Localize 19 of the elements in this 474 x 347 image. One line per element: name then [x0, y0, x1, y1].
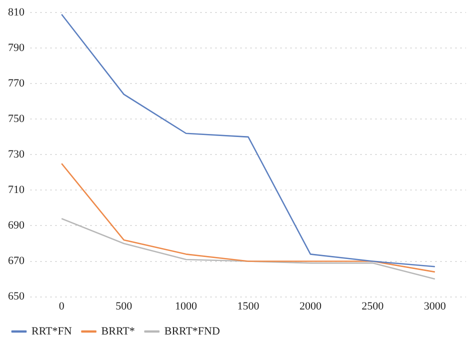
x-tick-label: 2000 — [299, 300, 322, 312]
y-tick-label: 750 — [8, 113, 25, 126]
y-tick-label: 810 — [8, 6, 25, 18]
y-tick-label: 710 — [8, 184, 25, 196]
legend-label: BRRT*FND — [164, 325, 220, 338]
y-tick-label: 770 — [8, 78, 25, 90]
x-tick-label: 2500 — [362, 300, 384, 312]
x-tick-label: 0 — [58, 300, 65, 312]
x-tick-label: 1500 — [237, 300, 260, 312]
y-tick-label: 670 — [8, 255, 25, 268]
y-tick-label: 730 — [8, 148, 25, 161]
legend-label: BRRT* — [101, 325, 135, 338]
y-tick-label: 790 — [8, 42, 25, 54]
y-tick-label: 650 — [8, 290, 25, 303]
x-tick-label: 1000 — [175, 300, 198, 312]
x-tick-label: 3000 — [424, 300, 446, 312]
legend-label: RRT*FN — [32, 325, 72, 338]
x-tick-label: 500 — [116, 300, 133, 312]
y-tick-label: 690 — [8, 220, 25, 232]
